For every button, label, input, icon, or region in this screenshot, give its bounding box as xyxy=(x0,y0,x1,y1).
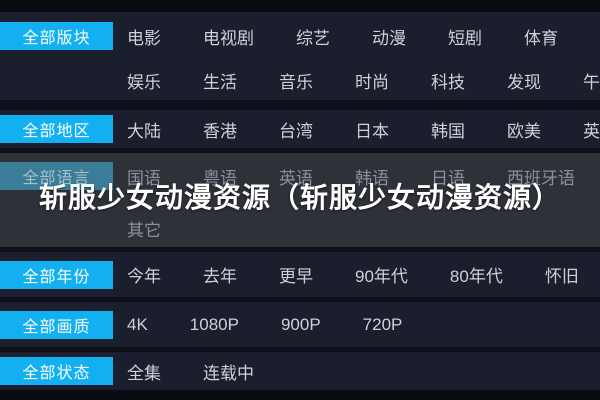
language-row-2: 其它 xyxy=(113,213,600,243)
category-all-button[interactable]: 全部版块 xyxy=(0,22,113,50)
filter-option[interactable]: 其它 xyxy=(127,220,161,240)
bottom-divider xyxy=(0,390,600,400)
filter-option[interactable]: 日语 xyxy=(431,168,465,188)
filter-option[interactable]: 娱乐 xyxy=(127,72,161,92)
year-all-button[interactable]: 全部年份 xyxy=(0,260,113,289)
filter-option[interactable]: 1080P xyxy=(189,314,239,334)
filter-option[interactable]: 台湾 xyxy=(279,121,313,141)
filter-option[interactable]: 动漫 xyxy=(372,28,406,48)
year-section: 全部年份 今年 去年 更早 90年代 80年代 怀旧 xyxy=(0,252,600,297)
button-spacer xyxy=(0,80,113,81)
filter-option[interactable]: 今年 xyxy=(127,267,161,286)
status-row: 全部状态 全集 连载中 xyxy=(0,352,600,390)
language-options: 国语 粤语 英语 韩语 日语 西班牙语 xyxy=(113,164,575,189)
category-row-1: 全部版块 电影 电视剧 综艺 动漫 短剧 体育 纪录片 xyxy=(0,12,600,60)
filter-option[interactable]: 电影 xyxy=(127,28,161,48)
filter-option[interactable]: 日本 xyxy=(355,121,389,141)
top-divider xyxy=(0,0,600,12)
category-row-2: 娱乐 生活 音乐 时尚 科技 发现 午夜 xyxy=(0,60,600,100)
filter-option[interactable]: 科技 xyxy=(431,72,465,92)
quality-all-button[interactable]: 全部画质 xyxy=(0,310,113,339)
year-options: 今年 去年 更早 90年代 80年代 怀旧 xyxy=(113,262,579,287)
filter-option[interactable]: 时尚 xyxy=(355,72,389,92)
status-all-button[interactable]: 全部状态 xyxy=(0,357,113,385)
status-options: 全集 连载中 xyxy=(113,359,254,384)
filter-option[interactable]: 韩国 xyxy=(431,121,465,141)
filter-option[interactable]: 西班牙语 xyxy=(507,168,575,188)
filter-option[interactable]: 英语 xyxy=(279,168,313,188)
filter-option[interactable]: 粤语 xyxy=(203,168,237,188)
filter-option[interactable]: 怀旧 xyxy=(544,267,579,286)
filter-option[interactable]: 900P xyxy=(280,314,321,334)
filter-option[interactable]: 午夜 xyxy=(583,72,600,92)
category-options-row2: 娱乐 生活 音乐 时尚 科技 发现 午夜 xyxy=(113,68,600,93)
category-options-row1: 电影 电视剧 综艺 动漫 短剧 体育 纪录片 xyxy=(113,24,600,49)
filter-option[interactable]: 国语 xyxy=(127,168,161,188)
quality-row: 全部画质 4K 1080P 900P 720P xyxy=(0,302,600,347)
filter-option[interactable]: 体育 xyxy=(524,28,558,48)
region-section: 全部地区 大陆 香港 台湾 日本 韩国 欧美 英国 xyxy=(0,110,600,148)
filter-option[interactable]: 更早 xyxy=(279,267,313,286)
filter-option[interactable]: 电视剧 xyxy=(203,28,254,48)
filter-option[interactable]: 香港 xyxy=(203,121,237,141)
language-options-row2: 其它 xyxy=(113,216,161,241)
filter-option[interactable]: 发现 xyxy=(507,72,541,92)
region-row: 全部地区 大陆 香港 台湾 日本 韩国 欧美 英国 xyxy=(0,110,600,148)
filter-option[interactable]: 综艺 xyxy=(296,28,330,48)
region-options: 大陆 香港 台湾 日本 韩国 欧美 英国 xyxy=(113,117,600,142)
filter-option[interactable]: 720P xyxy=(362,314,403,334)
category-section: 全部版块 电影 电视剧 综艺 动漫 短剧 体育 纪录片 娱乐 生活 音乐 时尚 … xyxy=(0,12,600,100)
filter-option[interactable]: 80年代 xyxy=(449,267,503,286)
filter-option[interactable]: 4K xyxy=(127,314,148,334)
filter-option[interactable]: 英国 xyxy=(583,121,600,141)
language-all-button[interactable]: 全部语言 xyxy=(0,162,113,190)
filter-option[interactable]: 短剧 xyxy=(448,28,482,48)
filter-option[interactable]: 90年代 xyxy=(355,267,408,286)
language-section: 全部语言 国语 粤语 英语 韩语 日语 西班牙语 其它 斩服少女动漫资源（斩服少… xyxy=(0,153,600,247)
region-all-button[interactable]: 全部地区 xyxy=(0,115,113,143)
filter-option[interactable]: 生活 xyxy=(203,72,237,92)
filter-option[interactable]: 去年 xyxy=(203,267,237,286)
language-row: 全部语言 国语 粤语 英语 韩语 日语 西班牙语 xyxy=(0,157,600,195)
filter-option[interactable]: 大陆 xyxy=(127,121,161,141)
filter-option[interactable]: 欧美 xyxy=(507,121,541,141)
filter-option[interactable]: 连载中 xyxy=(203,363,254,383)
quality-options: 4K 1080P 900P 720P xyxy=(113,315,402,335)
year-row: 全部年份 今年 去年 更早 90年代 80年代 怀旧 xyxy=(0,252,600,297)
status-section: 全部状态 全集 连载中 xyxy=(0,352,600,390)
filter-option[interactable]: 音乐 xyxy=(279,72,313,92)
filter-option[interactable]: 韩语 xyxy=(355,168,389,188)
quality-section: 全部画质 4K 1080P 900P 720P xyxy=(0,302,600,347)
filter-option[interactable]: 全集 xyxy=(127,363,161,383)
